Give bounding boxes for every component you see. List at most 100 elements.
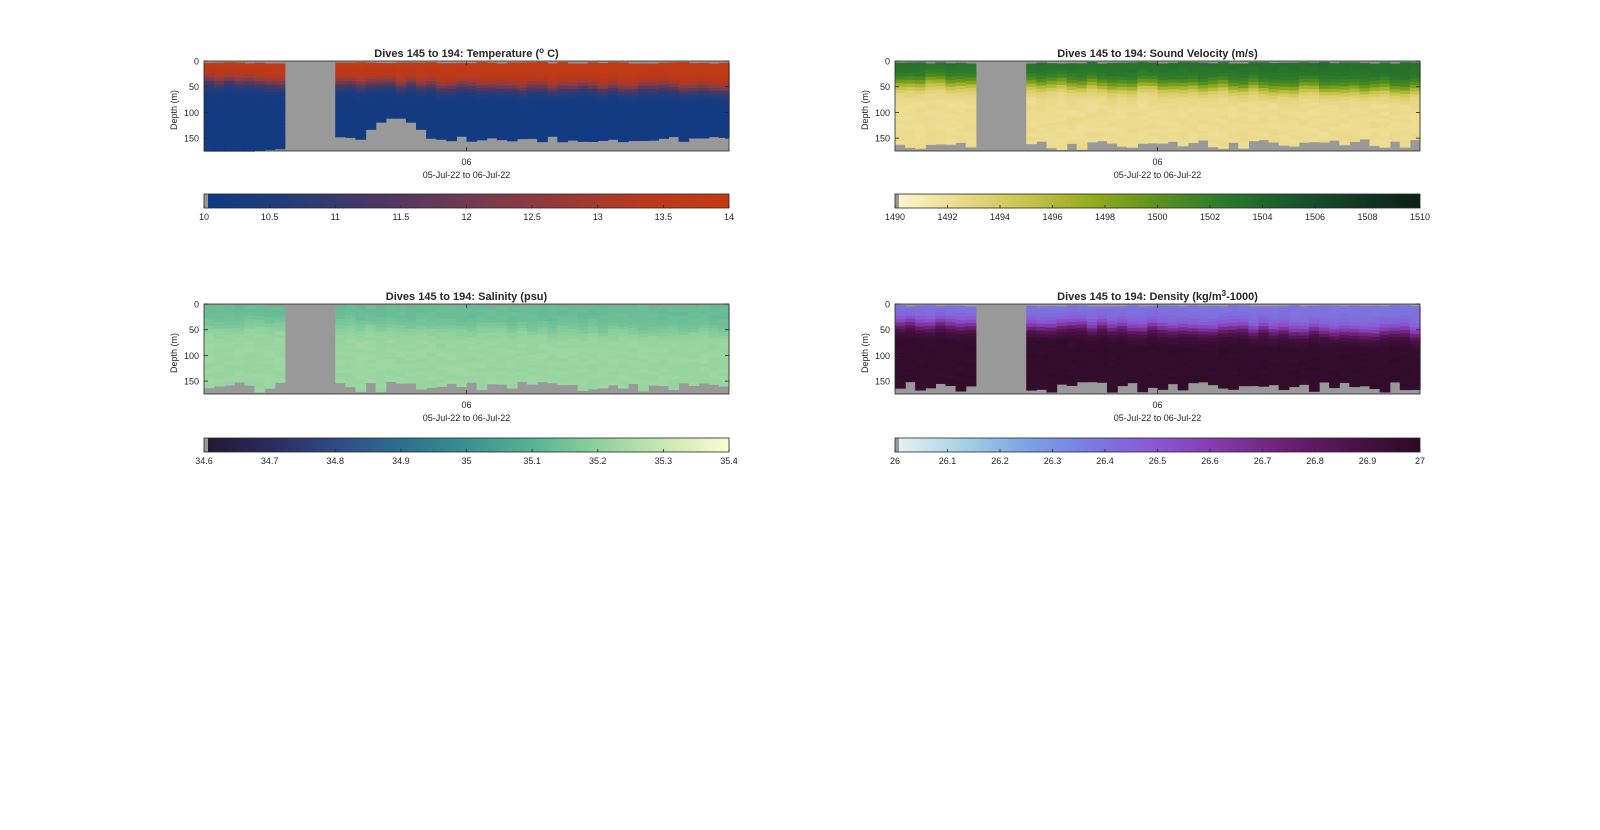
data-cell — [1026, 83, 1037, 88]
data-cell — [214, 95, 225, 101]
data-cell — [254, 359, 266, 364]
data-cell — [1127, 108, 1138, 113]
data-cell — [436, 126, 447, 131]
data-cell — [274, 77, 286, 82]
data-cell — [426, 87, 437, 92]
chart-title-main: Dives 145 to 194: Density (kg/m — [1057, 291, 1222, 303]
data-cell — [658, 309, 670, 314]
data-cell — [1056, 127, 1068, 133]
data-cell — [436, 322, 447, 327]
data-cell — [658, 362, 670, 367]
data-cell — [426, 339, 437, 344]
data-cell — [628, 337, 639, 342]
data-cell — [264, 127, 276, 133]
data-cell — [698, 128, 710, 133]
data-cell — [965, 112, 977, 117]
data-cell — [355, 129, 367, 134]
data-cell — [1167, 98, 1179, 103]
data-cell — [1319, 362, 1330, 367]
data-cell — [1369, 80, 1381, 85]
data-cell — [1086, 135, 1098, 140]
data-cell — [1167, 351, 1179, 355]
data-cell — [1147, 377, 1159, 382]
data-cell — [577, 372, 589, 377]
data-cell — [698, 115, 710, 120]
data-cell — [1319, 324, 1330, 329]
data-cell — [1177, 135, 1189, 140]
data-cell — [607, 315, 619, 320]
data-cell — [1258, 91, 1270, 96]
data-cell — [1248, 88, 1260, 93]
data-cell — [617, 78, 629, 83]
data-cell — [678, 363, 690, 368]
data-cell — [1359, 345, 1371, 350]
data-cell — [1187, 68, 1199, 73]
data-cell — [1268, 309, 1280, 314]
data-cell — [925, 305, 936, 310]
data-cell — [214, 121, 225, 126]
data-cell — [955, 69, 967, 74]
data-cell — [385, 365, 397, 370]
data-cell — [1218, 309, 1229, 314]
data-cell — [1086, 108, 1098, 113]
data-cell — [1238, 112, 1249, 118]
data-cell — [945, 328, 957, 333]
data-cell — [1329, 326, 1340, 331]
data-cell — [254, 388, 266, 393]
data-cell — [965, 319, 977, 324]
data-cell — [527, 78, 538, 82]
data-cell — [1218, 384, 1229, 389]
data-cell — [718, 332, 730, 337]
data-cell — [1238, 325, 1249, 330]
data-cell — [1238, 382, 1249, 387]
data-cell — [1147, 65, 1159, 70]
data-cell — [678, 347, 690, 352]
data-cell — [264, 326, 276, 331]
data-cell — [1127, 97, 1138, 102]
data-cell — [648, 316, 659, 321]
data-cell — [607, 100, 619, 105]
data-cell — [355, 97, 367, 102]
data-cell — [1248, 378, 1260, 383]
data-cell — [1157, 133, 1169, 138]
data-cell — [395, 312, 407, 317]
data-cell — [698, 369, 710, 374]
data-cell — [1117, 339, 1128, 344]
data-cell — [345, 349, 357, 354]
data-cell — [965, 125, 977, 131]
data-cell — [345, 84, 357, 89]
data-cell — [1369, 333, 1381, 338]
data-cell — [395, 76, 407, 80]
data-cell — [1086, 101, 1098, 106]
data-cell — [1308, 327, 1320, 332]
data-cell — [456, 130, 468, 134]
data-cell — [628, 354, 639, 358]
data-cell — [638, 63, 649, 68]
data-cell — [925, 86, 936, 91]
data-cell — [638, 137, 649, 141]
data-cell — [648, 326, 659, 331]
data-cell — [254, 316, 266, 321]
data-cell — [264, 124, 276, 129]
data-cell — [678, 81, 690, 86]
data-cell — [1278, 379, 1290, 384]
data-cell — [925, 103, 936, 108]
data-cell — [1339, 334, 1350, 339]
data-cell — [496, 351, 508, 356]
data-cell — [638, 79, 649, 84]
data-cell — [1369, 131, 1381, 136]
data-cell — [1127, 327, 1138, 332]
data-cell — [1218, 133, 1229, 139]
data-cell — [955, 66, 967, 70]
data-cell — [935, 325, 947, 330]
data-cell — [557, 135, 569, 139]
data-cell — [486, 131, 498, 136]
data-cell — [506, 85, 518, 90]
data-cell — [1339, 86, 1350, 91]
data-cell — [648, 375, 659, 380]
data-cell — [1399, 143, 1411, 148]
data-cell — [476, 120, 488, 125]
data-cell — [1379, 101, 1391, 106]
data-cell — [1389, 369, 1401, 373]
data-cell — [1147, 312, 1159, 317]
